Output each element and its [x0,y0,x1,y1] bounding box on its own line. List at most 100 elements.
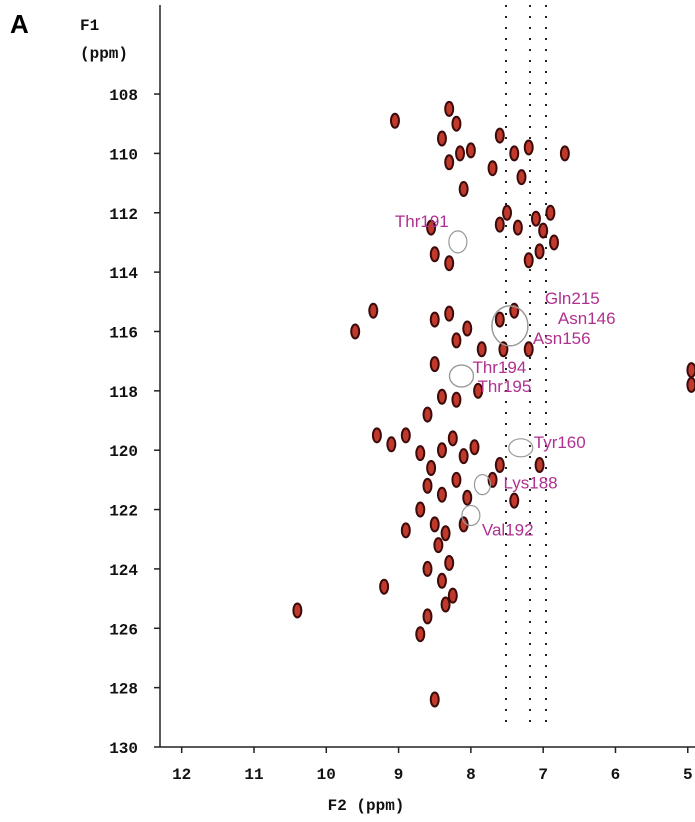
peak [525,253,533,267]
peak [687,363,695,377]
peak [687,378,695,392]
peak [442,526,450,540]
peak [517,170,525,184]
peak [402,428,410,442]
annotation-label: Asn156 [533,329,591,348]
x-tick-label: 9 [394,766,404,784]
annotation-label: Asn146 [558,309,616,328]
peak [546,206,554,220]
peak [445,307,453,321]
peak [424,562,432,576]
peak [463,322,471,336]
peak [434,538,442,552]
peak [514,221,522,235]
peak [416,627,424,641]
peak [431,357,439,371]
peak [452,333,460,347]
y-tick-label: 114 [109,265,138,283]
panel-label: A [10,9,29,39]
peak [467,143,475,157]
chart: A F1 (ppm) F2 (ppm) 10811011211411611812… [0,0,695,822]
annotation-label: Lys188 [503,474,557,493]
y-tick-label: 122 [109,503,138,521]
peak [424,408,432,422]
annotation-label: Val192 [482,520,534,539]
peak [427,461,435,475]
peak [449,589,457,603]
peak [438,443,446,457]
peak [438,132,446,146]
peak [503,206,511,220]
peak [478,342,486,356]
peak [510,146,518,160]
peak [525,140,533,154]
y-tick-label: 128 [109,681,138,699]
plot-area [293,102,695,707]
peak [424,609,432,623]
annotation-label: Thr191 [395,212,449,231]
peak [431,517,439,531]
peak [373,428,381,442]
x-tick-label: 5 [683,766,693,784]
peak [416,446,424,460]
x-tick-label: 10 [317,766,336,784]
peak [470,440,478,454]
peak [452,473,460,487]
y-tick-label: 110 [109,146,138,164]
peak [496,458,504,472]
peak [452,117,460,131]
peak [550,235,558,249]
peak [496,129,504,143]
peak [438,488,446,502]
annotation-circle [449,231,467,253]
y-tick-label: 124 [109,562,138,580]
x-tick-label: 12 [172,766,191,784]
annotation-circle [509,439,533,457]
peak [463,491,471,505]
peak [431,247,439,261]
x-tick-label: 7 [538,766,548,784]
peak [456,146,464,160]
peak [369,304,377,318]
peak [438,390,446,404]
peak [539,224,547,238]
peak [402,523,410,537]
y-tick-label: 126 [109,621,138,639]
peak [561,146,569,160]
peak [536,458,544,472]
peak [380,580,388,594]
y-tick-label: 130 [109,740,138,758]
x-tick-label: 8 [466,766,476,784]
peak [445,155,453,169]
y-tick-label: 118 [109,384,138,402]
peak [438,574,446,588]
peak [460,449,468,463]
peak [424,479,432,493]
peak [496,313,504,327]
annotation-circle [462,505,480,525]
peak [510,494,518,508]
peak [431,693,439,707]
peak [460,182,468,196]
peak [445,556,453,570]
y-axis-title: (ppm) [80,45,128,63]
peak [293,603,301,617]
y-tick-label: 120 [109,443,138,461]
peak [525,342,533,356]
peak [532,212,540,226]
peak [452,393,460,407]
peak [431,313,439,327]
peak [445,256,453,270]
peak [391,114,399,128]
y-axis-title: F1 [80,17,99,35]
annotation-label: Gln215 [545,289,600,308]
y-tick-label: 108 [109,87,138,105]
y-tick-label: 116 [109,324,138,342]
annotation-label: Thr195 [477,377,531,396]
peak [536,244,544,258]
peak [445,102,453,116]
peak [351,324,359,338]
annotation-circle [449,365,473,387]
y-tick-label: 112 [109,206,138,224]
x-tick-label: 11 [244,766,263,784]
